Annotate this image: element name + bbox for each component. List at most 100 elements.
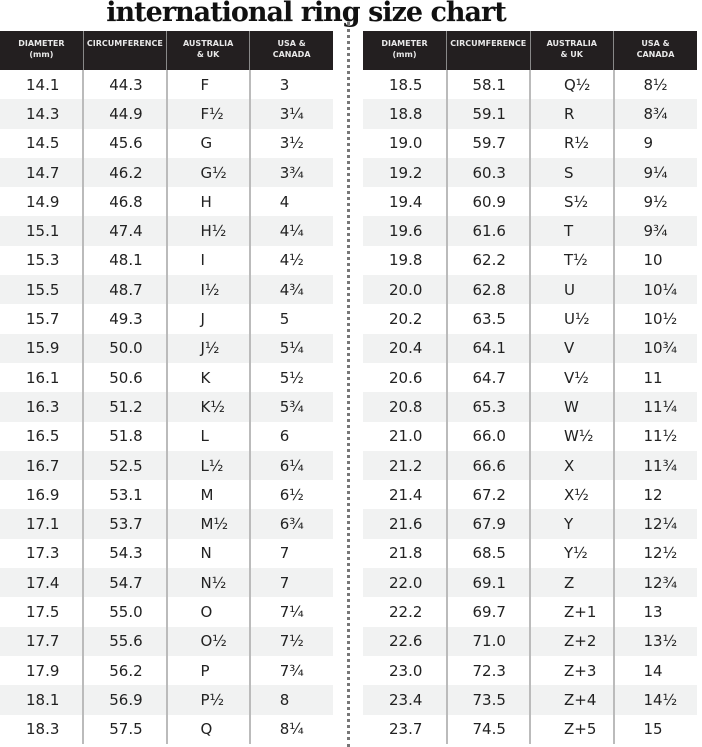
table-row: 16.3 51.2 K½ 5¾	[0, 392, 333, 422]
cell-australia-uk: N½	[165, 568, 250, 598]
cell-diameter: 23.0	[389, 661, 423, 680]
cell-australia-uk: G½	[165, 157, 250, 188]
column-header-diameter: DIAMETER (mm)	[363, 31, 447, 70]
table-row: 19.4 60.9 S½ 9½	[363, 187, 697, 217]
cell-australia-uk: H	[165, 187, 250, 217]
cell-circumference: 44.9	[82, 99, 167, 129]
cell-usa-canada: 11¾	[612, 450, 697, 481]
cell-australia-uk: O½	[165, 626, 250, 656]
cell-australia-uk: J	[165, 304, 250, 334]
cell-circumference: 59.7	[445, 128, 530, 158]
cell-diameter: 16.9	[26, 485, 60, 504]
table-row: 21.8 68.5 Y½ 12½	[363, 538, 697, 569]
cell-circumference: 51.2	[82, 392, 167, 422]
cell-circumference: 51.8	[82, 421, 167, 451]
cell-diameter: 19.6	[363, 216, 447, 246]
cell-circumference: 45.6	[82, 128, 167, 158]
cell-usa-canada: 8¾	[612, 99, 697, 129]
cell-diameter: 17.7	[0, 626, 84, 656]
cell-usa-canada: 10¾	[612, 333, 697, 363]
cell-usa-canada: 3¾	[248, 157, 333, 188]
cell-diameter: 19.8	[389, 251, 423, 270]
cell-usa-canada: 7½	[248, 626, 333, 656]
cell-circumference: 65.3	[445, 392, 530, 422]
cell-australia-uk: I	[165, 245, 250, 276]
cell-australia-uk: P	[165, 655, 250, 686]
cell-diameter: 17.9	[26, 661, 60, 680]
ring-size-table-right: DIAMETER (mm) CIRCUMFERENCE AUSTRALIA & UK…	[363, 31, 697, 744]
column-header-diameter: DIAMETER (mm)	[0, 31, 84, 70]
cell-australia-uk: P½	[165, 685, 250, 715]
table-row: 21.4 67.2 X½ 12	[363, 480, 697, 510]
table-row: 20.0 62.8 U 10¼	[363, 275, 697, 305]
cell-australia-uk: R½	[529, 128, 614, 158]
cell-diameter: 18.3	[26, 720, 60, 739]
table-row: 19.8 62.2 T½ 10	[363, 245, 697, 276]
cell-circumference: 56.2	[82, 655, 167, 686]
cell-circumference: 50.6	[82, 362, 167, 393]
cell-diameter: 20.8	[363, 392, 447, 422]
table-row: 16.7 52.5 L½ 6¼	[0, 450, 333, 481]
table-row: 15.7 49.3 J 5	[0, 304, 333, 334]
cell-australia-uk: Q½	[529, 70, 614, 100]
cell-usa-canada: 6½	[248, 480, 333, 510]
cell-australia-uk: M½	[165, 509, 250, 539]
cell-diameter: 18.5	[389, 75, 423, 94]
cell-australia-uk: I½	[165, 275, 250, 305]
cell-diameter: 15.9	[0, 333, 84, 363]
cell-circumference: 67.9	[445, 509, 530, 539]
cell-diameter: 20.2	[389, 310, 423, 329]
cell-usa-canada: 12¾	[612, 568, 697, 598]
cell-usa-canada: 6	[248, 421, 333, 451]
cell-circumference: 54.7	[82, 568, 167, 598]
cell-circumference: 53.7	[82, 509, 167, 539]
cell-usa-canada: 11½	[612, 421, 697, 451]
cell-circumference: 72.3	[445, 655, 530, 686]
cell-diameter: 21.2	[363, 450, 447, 481]
cell-australia-uk: V½	[529, 362, 614, 393]
cell-usa-canada: 6¼	[248, 450, 333, 481]
cell-australia-uk: J½	[165, 333, 250, 363]
header-row: DIAMETER (mm) CIRCUMFERENCE AUSTRALIA & UK…	[363, 31, 697, 70]
table-row: 20.4 64.1 V 10¾	[363, 333, 697, 363]
table-row: 16.5 51.8 L 6	[0, 421, 333, 451]
cell-diameter: 17.1	[0, 509, 84, 539]
column-header-usa-canada: USA & CANADA	[613, 31, 697, 70]
cell-australia-uk: O	[165, 597, 250, 627]
cell-australia-uk: X½	[529, 480, 614, 510]
cell-australia-uk: W½	[529, 421, 614, 451]
table-row: 14.1 44.3 F 3	[0, 70, 333, 100]
dotted-divider	[347, 22, 350, 747]
table-row: 14.5 45.6 G 3½	[0, 128, 333, 158]
cell-diameter: 16.3	[0, 392, 84, 422]
cell-australia-uk: Z+5	[529, 714, 614, 744]
table-row: 14.7 46.2 G½ 3¾	[0, 157, 333, 188]
cell-circumference: 54.3	[82, 538, 167, 569]
cell-usa-canada: 4¾	[248, 275, 333, 305]
cell-usa-canada: 5¾	[248, 392, 333, 422]
cell-usa-canada: 4¼	[248, 216, 333, 246]
page-title: international ring size chart	[106, 0, 506, 28]
cell-circumference: 56.9	[82, 685, 167, 715]
cell-diameter: 21.0	[389, 427, 423, 446]
cell-australia-uk: F½	[165, 99, 250, 129]
table-row: 19.0 59.7 R½ 9	[363, 128, 697, 158]
cell-circumference: 71.0	[445, 626, 530, 656]
table-row: 14.9 46.8 H 4	[0, 187, 333, 217]
table-row: 20.8 65.3 W 11¼	[363, 392, 697, 422]
column-header-circumference: CIRCUMFERENCE	[446, 31, 530, 70]
cell-usa-canada: 14	[612, 655, 697, 686]
cell-diameter: 14.3	[0, 99, 84, 129]
table-row: 20.2 63.5 U½ 10½	[363, 304, 697, 334]
cell-diameter: 16.5	[26, 427, 60, 446]
table-row: 16.1 50.6 K 5½	[0, 362, 333, 393]
cell-diameter: 22.6	[363, 626, 447, 656]
cell-circumference: 66.6	[445, 450, 530, 481]
cell-circumference: 63.5	[445, 304, 530, 334]
cell-diameter: 16.1	[26, 368, 60, 387]
cell-australia-uk: T	[529, 216, 614, 246]
cell-circumference: 44.3	[82, 70, 167, 100]
cell-usa-canada: 10¼	[612, 275, 697, 305]
cell-diameter: 16.7	[0, 450, 84, 481]
cell-diameter: 17.4	[0, 568, 84, 598]
